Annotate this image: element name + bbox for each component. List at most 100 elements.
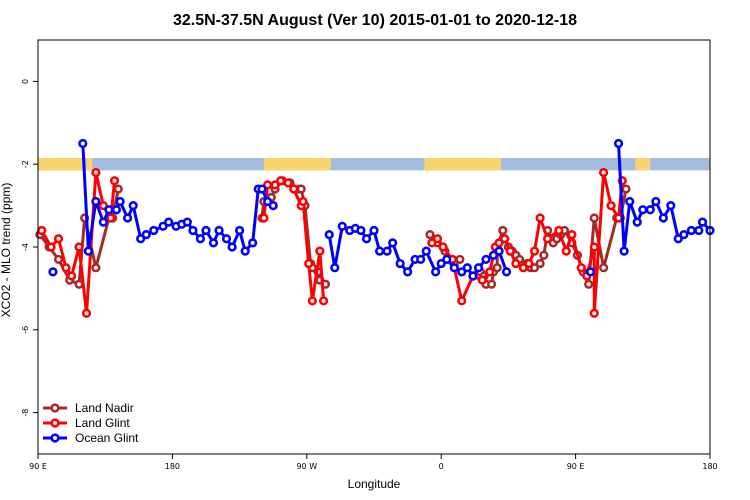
data-point — [658, 213, 668, 223]
data-point — [584, 279, 594, 289]
data-point — [535, 258, 545, 269]
data-point — [501, 267, 512, 277]
data-point — [74, 242, 84, 252]
data-point — [498, 225, 508, 236]
data-point — [276, 176, 286, 186]
data-point — [81, 308, 92, 318]
data-point — [214, 225, 224, 236]
data-point — [83, 246, 93, 256]
data-point — [421, 246, 431, 256]
data-point — [74, 279, 84, 289]
series-ocean-glint — [48, 138, 715, 281]
data-point — [188, 225, 198, 236]
data-point — [645, 205, 655, 215]
legend-swatch-marker — [50, 403, 60, 413]
data-point — [619, 246, 629, 256]
data-point — [182, 217, 192, 227]
data-point — [227, 242, 237, 252]
chart-title: 32.5N-37.5N August (Ver 10) 2015-01-01 t… — [173, 12, 577, 29]
data-point — [115, 196, 125, 207]
data-point — [589, 242, 599, 252]
data-point — [585, 267, 596, 277]
y-axis-label: XCO2 - MLO trend (ppm) — [0, 183, 13, 318]
legend-label: Land Glint — [75, 416, 130, 430]
legend-item-land-glint: Land Glint — [43, 416, 130, 430]
data-point — [589, 213, 599, 223]
data-point — [638, 205, 648, 215]
data-point — [567, 229, 577, 240]
data-point — [270, 180, 280, 190]
data-point — [78, 138, 88, 149]
data-point — [487, 279, 497, 289]
data-point — [651, 196, 661, 207]
data-point — [337, 221, 347, 231]
data-point — [48, 267, 58, 277]
data-point — [91, 263, 101, 273]
data-point — [91, 196, 101, 207]
data-point — [91, 167, 101, 178]
data-point — [315, 246, 325, 256]
data-point — [283, 178, 293, 188]
x-tick-label: 90 W — [296, 462, 317, 471]
data-point — [529, 246, 540, 256]
data-point — [494, 238, 504, 248]
x-tick-label: 90 E — [567, 462, 585, 471]
data-point — [500, 234, 510, 244]
legend-item-ocean-glint: Ocean Glint — [43, 431, 139, 445]
data-point — [494, 246, 504, 256]
data-point — [492, 263, 502, 273]
x-tick-label: 90 E — [29, 462, 47, 471]
data-point — [53, 254, 64, 265]
x-tick-label: 0 — [439, 462, 444, 471]
x-tick-label: 180 — [165, 462, 180, 471]
data-point — [477, 275, 487, 285]
data-point — [425, 229, 435, 240]
data-point — [457, 296, 467, 306]
data-point — [679, 229, 689, 240]
data-point — [268, 201, 278, 211]
data-point — [673, 234, 683, 244]
data-point — [248, 238, 258, 248]
data-point — [307, 296, 318, 306]
data-point — [438, 242, 448, 252]
data-point — [66, 271, 77, 281]
data-point — [395, 258, 405, 269]
data-point — [122, 213, 133, 223]
data-point — [416, 254, 426, 265]
data-point — [694, 225, 704, 236]
data-point — [195, 234, 205, 244]
data-point — [201, 225, 211, 236]
data-point — [554, 225, 564, 236]
series-layer — [35, 138, 715, 318]
data-point — [208, 238, 219, 248]
data-point — [427, 238, 437, 248]
data-point — [457, 267, 467, 277]
data-point — [462, 263, 472, 273]
data-point — [403, 267, 413, 277]
x-tick-label: 180 — [702, 462, 717, 471]
data-point — [319, 296, 329, 306]
data-point — [46, 242, 56, 252]
data-point — [104, 205, 114, 215]
legend-item-land-nadir: Land Nadir — [43, 401, 134, 415]
data-point — [298, 196, 308, 207]
data-point — [485, 267, 495, 277]
data-point — [449, 263, 459, 273]
data-point — [128, 201, 138, 211]
data-point — [518, 263, 528, 273]
data-point — [576, 263, 586, 273]
data-point — [488, 250, 499, 260]
x-axis: 90 E 180 90 W 0 90 E 180 — [29, 454, 718, 471]
data-point — [330, 263, 340, 273]
data-point — [632, 217, 642, 227]
data-point — [613, 138, 624, 149]
legend-swatch-marker — [50, 418, 60, 428]
data-point — [436, 258, 446, 269]
x-axis-label: Longitude — [348, 477, 401, 491]
data-point — [529, 263, 540, 273]
data-point — [289, 184, 299, 194]
data-point — [109, 176, 120, 186]
data-point — [324, 229, 334, 240]
